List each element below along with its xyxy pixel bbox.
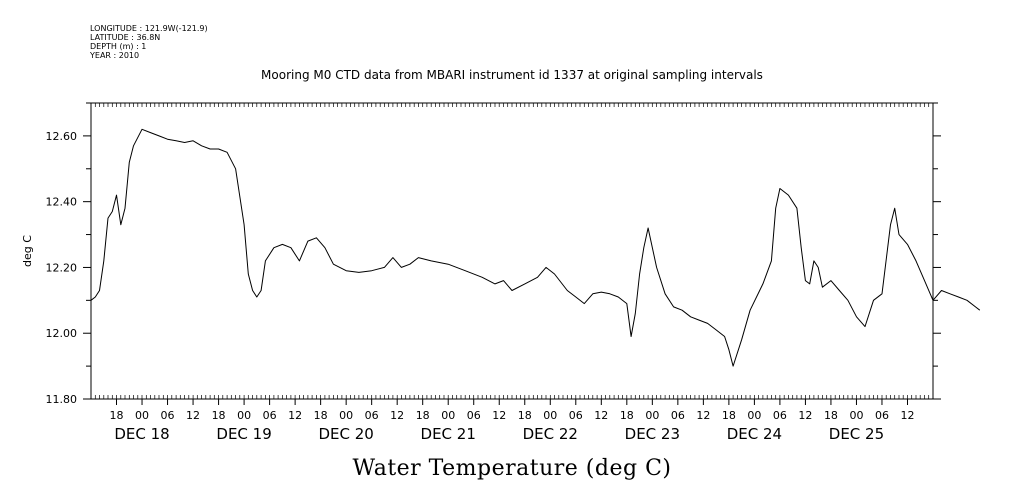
x-axis: 18 00 06 12 18 00 06 12 18 00 06 12 18 00 06 12 18 00 06 12… [110,399,914,443]
x-day-label: DEC 22 [523,425,578,443]
x-day-label: DEC 25 [829,425,884,443]
x-hour-label: 18 [416,409,430,422]
x-hour-label: 00 [237,409,251,422]
x-hour-label: 12 [798,409,812,422]
x-hour-label: 12 [696,409,710,422]
x-hour-label: 18 [110,409,124,422]
x-hour-label: 00 [339,409,353,422]
x-hour-label: 06 [773,409,787,422]
x-hour-label: 06 [671,409,685,422]
x-hour-label: 12 [288,409,302,422]
year-line: YEAR : 2010 [89,51,139,60]
y-tick-label: 12.20 [46,261,78,274]
x-hour-label: 18 [212,409,226,422]
x-hour-label: 12 [900,409,914,422]
x-hour-label: 12 [390,409,404,422]
x-hour-label: 00 [747,409,761,422]
x-axis-label: Water Temperature (deg C) [353,456,672,481]
bottom-hour-ticks [90,395,934,399]
x-day-label: DEC 21 [421,425,476,443]
x-day-label: DEC 24 [727,425,782,443]
x-hour-label: 12 [594,409,608,422]
x-hour-label: 12 [186,409,200,422]
y-tick-label: 12.00 [46,327,78,340]
x-hour-label: 12 [492,409,506,422]
x-hour-label: 00 [543,409,557,422]
x-hour-label: 18 [518,409,532,422]
x-hour-label: 18 [824,409,838,422]
y-axis: 11.80 12.00 12.20 12.40 12.60 [46,102,941,406]
x-hour-label: 06 [365,409,379,422]
x-hour-label: 18 [620,409,634,422]
y-tick-label: 11.80 [46,393,78,406]
x-hour-label: 00 [849,409,863,422]
x-hour-label: 06 [263,409,277,422]
y-tick-label: 12.40 [46,196,78,209]
x-day-label: DEC 19 [216,425,271,443]
latitude-line: LATITUDE : 36.8N [90,33,160,42]
x-hour-label: 00 [645,409,659,422]
mooring-metadata: LONGITUDE : 121.9W(-121.9) LATITUDE : 36… [89,24,208,60]
x-hour-label: 06 [467,409,481,422]
y-axis-label: deg C [21,235,34,267]
longitude-line: LONGITUDE : 121.9W(-121.9) [90,24,208,33]
x-hour-label: 18 [314,409,328,422]
plot-frame [90,102,934,400]
x-day-label: DEC 20 [318,425,373,443]
x-hour-label: 06 [161,409,175,422]
x-hour-label: 00 [135,409,149,422]
x-hour-label: 06 [875,409,889,422]
x-hour-label: 06 [569,409,583,422]
x-hour-label: 00 [441,409,455,422]
depth-line: DEPTH (m) : 1 [90,42,146,51]
x-day-label: DEC 18 [114,425,169,443]
top-hour-ticks [90,103,934,107]
x-hour-label: 18 [722,409,736,422]
minor-ticks [90,103,934,399]
series-layer [90,128,981,367]
x-day-label: DEC 23 [625,425,680,443]
temperature-line [90,128,981,367]
y-tick-label: 12.60 [46,130,78,143]
chart-title: Mooring M0 CTD data from MBARI instrumen… [261,68,763,82]
